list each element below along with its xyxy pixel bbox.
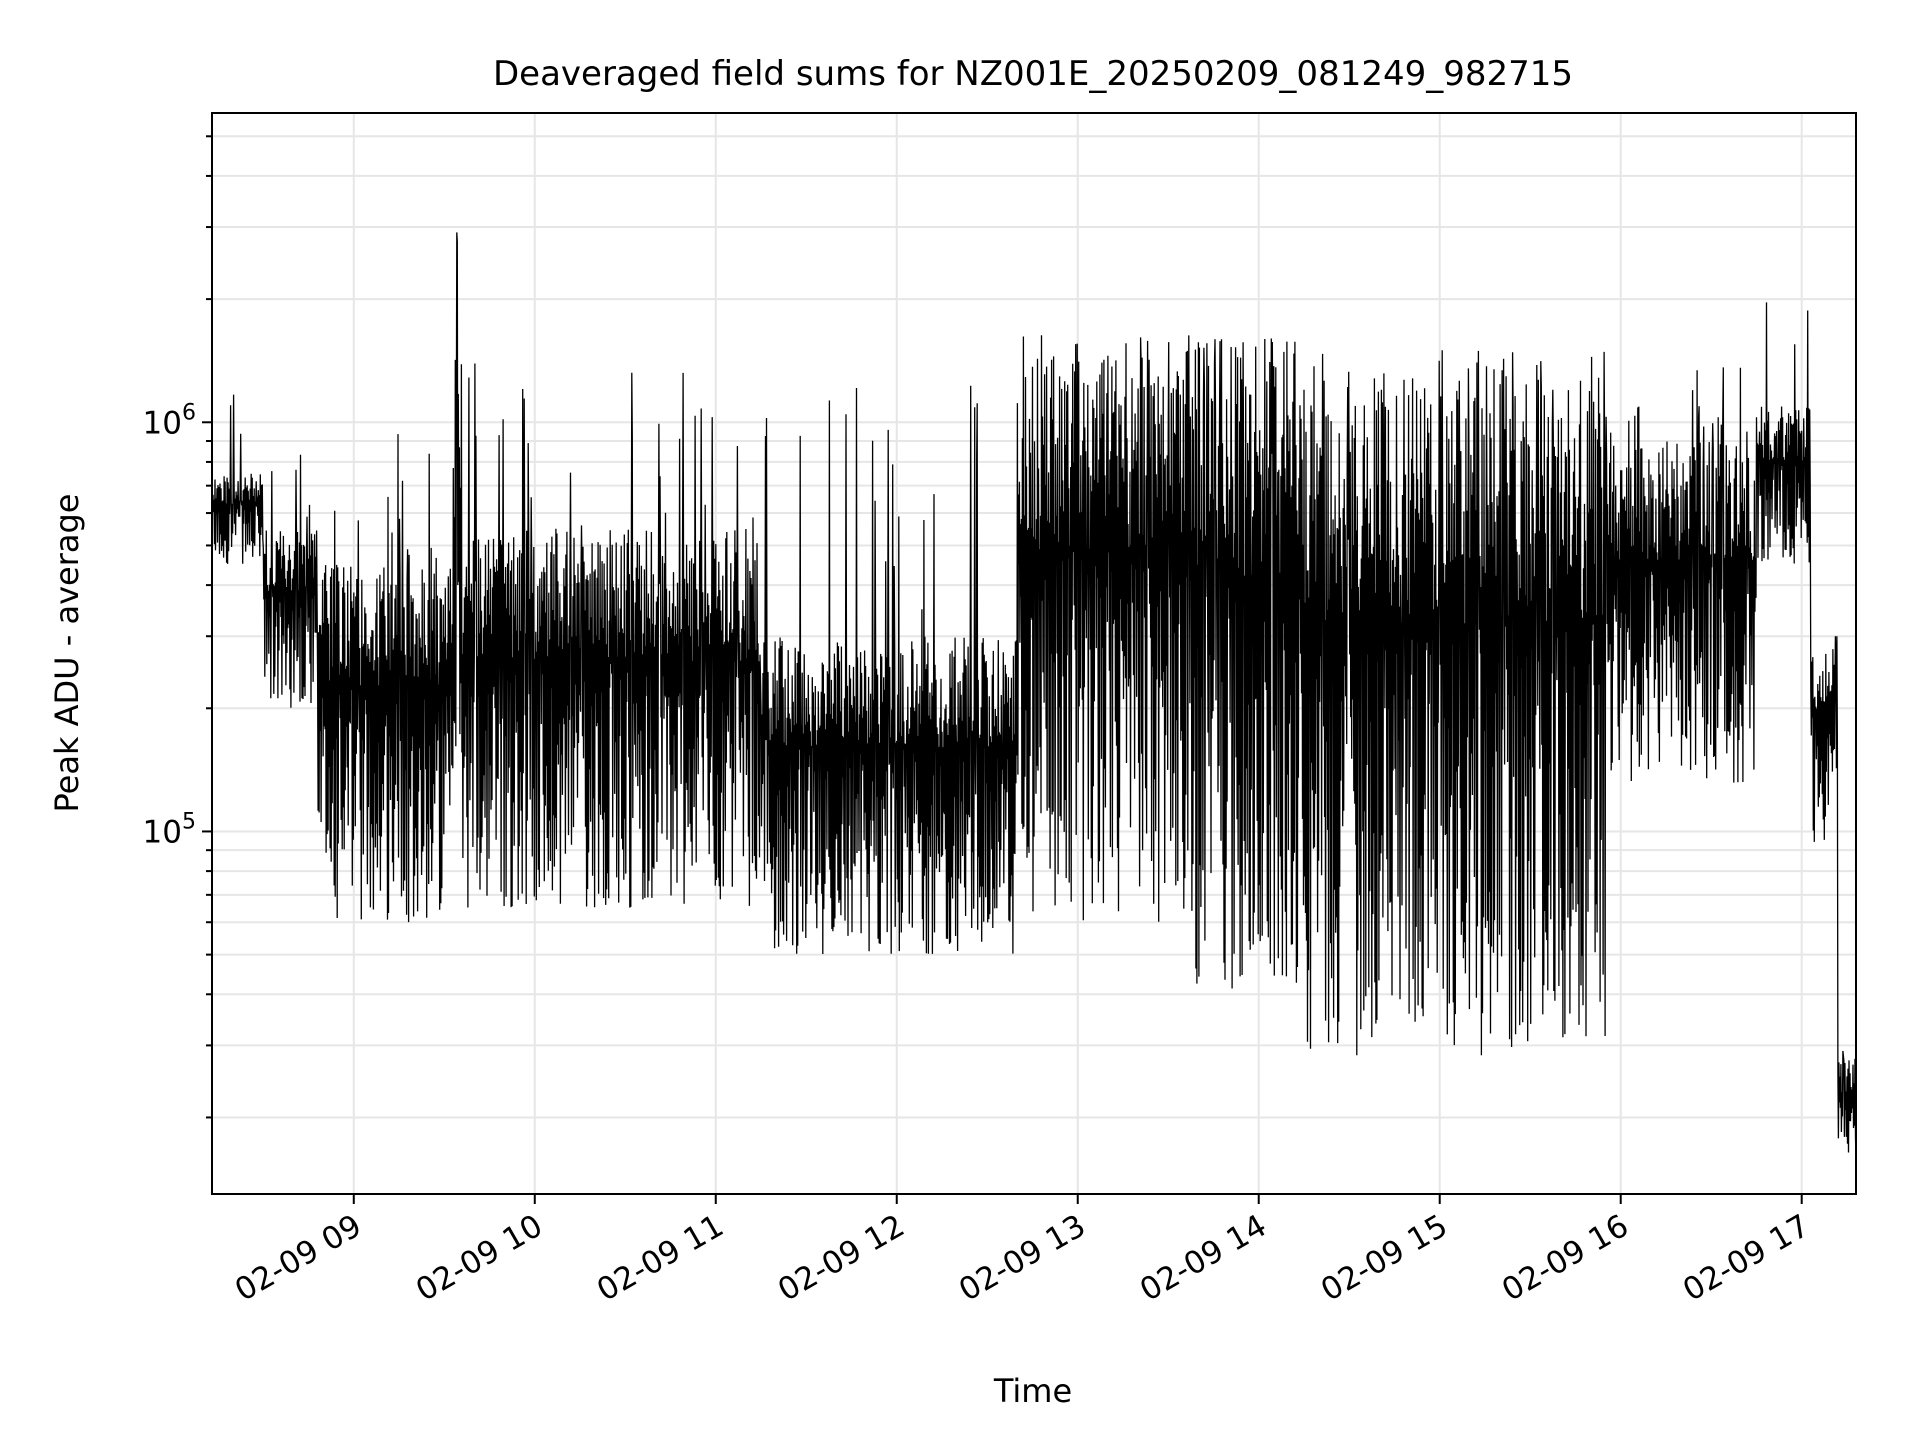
data-series-line-layer [211,232,1857,1158]
chart-title: Deaveraged field sums for NZ001E_2025020… [493,54,1573,94]
y-tick-label: 106 [143,400,196,441]
y-tick-label: 105 [143,809,196,850]
y-axis-ticks: 105 106 [143,135,212,1119]
plot-frame [211,112,1857,1195]
data-series-line [211,232,1857,1158]
y-axis-label: Peak ADU - average [48,494,86,813]
x-axis-label: Time [993,1372,1072,1410]
